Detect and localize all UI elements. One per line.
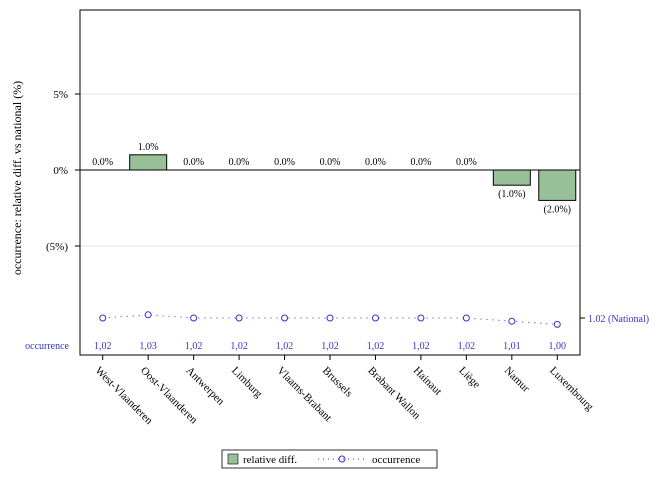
legend-label-occurrence: occurrence (372, 454, 420, 466)
occurrence-value: 1,00 (549, 341, 567, 352)
occurrence-point (462, 314, 470, 322)
occurrence-point (326, 314, 334, 322)
gridlines (80, 93, 580, 247)
bar-data-label: 0.0% (365, 157, 386, 168)
occurrence-value: 1,02 (321, 341, 339, 352)
occurrence-point (99, 314, 107, 322)
legend-bar-swatch (227, 453, 239, 465)
x-tick-label: Limburg (229, 365, 265, 401)
occurrence-value: 1,02 (94, 341, 112, 352)
bar-data-label: 0.0% (183, 157, 204, 168)
occurrence-point (417, 314, 425, 322)
occurrence-value: 1,01 (503, 341, 521, 352)
x-tick-label: Hainaut (411, 365, 444, 398)
x-tick-label: Antwerpen (184, 365, 227, 408)
occurrence-value: 1,02 (412, 341, 430, 352)
occurrence-value: 1,02 (458, 341, 476, 352)
bar-data-label: 0.0% (229, 157, 250, 168)
legend-label-relative-diff: relative diff. (243, 454, 297, 466)
occurrence-series (99, 311, 585, 328)
y-tick-label: 0% (53, 165, 68, 177)
bar-data-label: 1.0% (138, 142, 159, 153)
occurrence-value: 1,02 (367, 341, 385, 352)
occurrence-point (508, 317, 516, 325)
occurrence-value: 1,02 (185, 341, 203, 352)
legend-frame (221, 449, 438, 469)
bar-data-label: 0.0% (274, 157, 295, 168)
legend: relative diff. occurrence (221, 449, 438, 469)
bar-data-label: 0.0% (92, 157, 113, 168)
y-axis: 5% 0% (5%) (46, 89, 80, 253)
y-axis-title: occurrence: relative diff. vs national (… (10, 81, 24, 275)
y-tick-label: 5% (53, 89, 68, 101)
occurrence-point (371, 314, 379, 322)
x-tick-label: Liège (456, 365, 482, 391)
bar-data-label: (1.0%) (498, 189, 526, 200)
occurrence-point (553, 320, 561, 328)
occurrence-value: 1,03 (139, 341, 157, 352)
bar-data-label: 0.0% (456, 157, 477, 168)
bar-data-label: (2.0%) (544, 204, 572, 215)
bar (129, 154, 168, 171)
occurrence-point (281, 314, 289, 322)
legend-occurrence-marker (338, 455, 346, 463)
bar (492, 169, 531, 186)
national-reference-label: 1.02 (National) (588, 314, 649, 325)
x-tick-label: Namur (502, 365, 532, 395)
occurrence-values: 1,02 1,03 1,02 1,02 1,02 1,02 1,02 1,02 1,02 1,01… (94, 341, 566, 352)
occurrence-row-label: occurrence (25, 341, 69, 352)
y-tick-label: (5%) (46, 241, 68, 253)
bar (538, 169, 577, 201)
occurrence-value: 1,02 (230, 341, 248, 352)
x-tick-label: Brussels (320, 365, 355, 400)
bar-data-label: 0.0% (320, 157, 341, 168)
occurrence-point (190, 314, 198, 322)
bar-data-label: 0.0% (410, 157, 431, 168)
occurrence-value: 1,02 (276, 341, 294, 352)
bar-labels: 0.0% 1.0% 0.0% 0.0% 0.0% 0.0% 0.0% 0.0% 0.0% (1.0… (92, 142, 571, 216)
occurrence-point (235, 314, 243, 322)
x-tick-label: Luxembourg (547, 365, 596, 414)
occurrence-point (144, 311, 152, 319)
